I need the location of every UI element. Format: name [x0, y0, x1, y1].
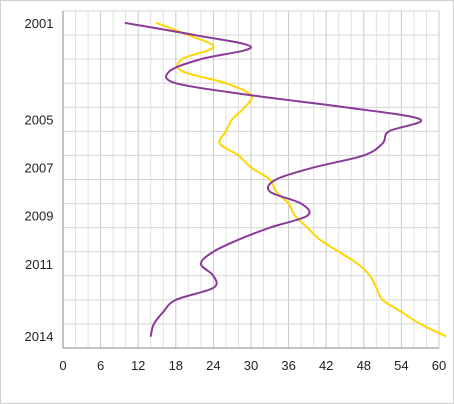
x-tick-label: 60	[432, 358, 446, 373]
y-tick-label: 2014	[25, 329, 54, 344]
x-tick-label: 36	[281, 358, 295, 373]
x-tick-label: 30	[244, 358, 258, 373]
series-line-yellow	[156, 22, 447, 337]
x-tick-label: 54	[394, 358, 408, 373]
y-tick-label: 2007	[25, 160, 54, 175]
x-tick-label: 0	[59, 358, 66, 373]
x-tick-label: 42	[319, 358, 333, 373]
y-tick-label: 2011	[25, 257, 53, 272]
y-tick-label: 2001	[25, 16, 54, 31]
x-tick-label: 18	[169, 358, 183, 373]
x-tick-label: 24	[206, 358, 220, 373]
x-tick-label: 48	[357, 358, 371, 373]
x-tick-label: 6	[97, 358, 104, 373]
x-tick-label: 12	[131, 358, 145, 373]
series-line-purple	[124, 22, 423, 337]
y-tick-label: 2005	[25, 112, 54, 127]
y-tick-label: 2009	[25, 209, 54, 224]
